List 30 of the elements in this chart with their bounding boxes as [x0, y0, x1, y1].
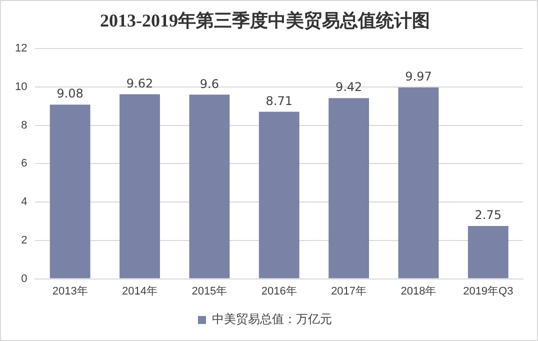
y-tick-label: 12: [14, 42, 28, 55]
x-tick-label: 2015年: [192, 285, 228, 298]
chart-title: 2013-2019年第三季度中美贸易总值统计图: [100, 10, 430, 30]
bar: [120, 94, 160, 278]
x-tick-label: 2018年: [400, 285, 436, 298]
y-tick-label: 2: [21, 234, 28, 246]
data-label: 8.71: [266, 94, 292, 108]
x-tick-label: 2016年: [261, 285, 297, 298]
bar: [50, 104, 90, 278]
x-tick-label: 2013年: [52, 285, 88, 298]
data-label: 9.42: [335, 80, 362, 94]
y-tick-label: 4: [21, 196, 28, 208]
y-tick-label: 6: [21, 158, 28, 170]
bar: [258, 112, 300, 278]
y-tick-label: 10: [14, 81, 28, 93]
x-tick-label: 2019年Q3: [463, 285, 514, 298]
data-label: 2.75: [474, 208, 502, 222]
y-tick-label: 8: [21, 119, 28, 132]
bar: [468, 226, 508, 278]
data-label: 9.97: [405, 70, 432, 84]
bar: [189, 94, 230, 278]
data-label: 9.6: [200, 76, 219, 91]
data-label: 9.62: [126, 76, 154, 90]
bar: [398, 88, 439, 278]
x-tick-label: 2017年: [331, 285, 367, 298]
legend-label: 中美贸易总值：万亿元: [212, 312, 332, 326]
data-label: 9.08: [56, 86, 84, 101]
x-tick-label: 2014年: [122, 285, 158, 298]
y-tick-label: 0: [21, 272, 28, 285]
bar: [328, 98, 370, 278]
